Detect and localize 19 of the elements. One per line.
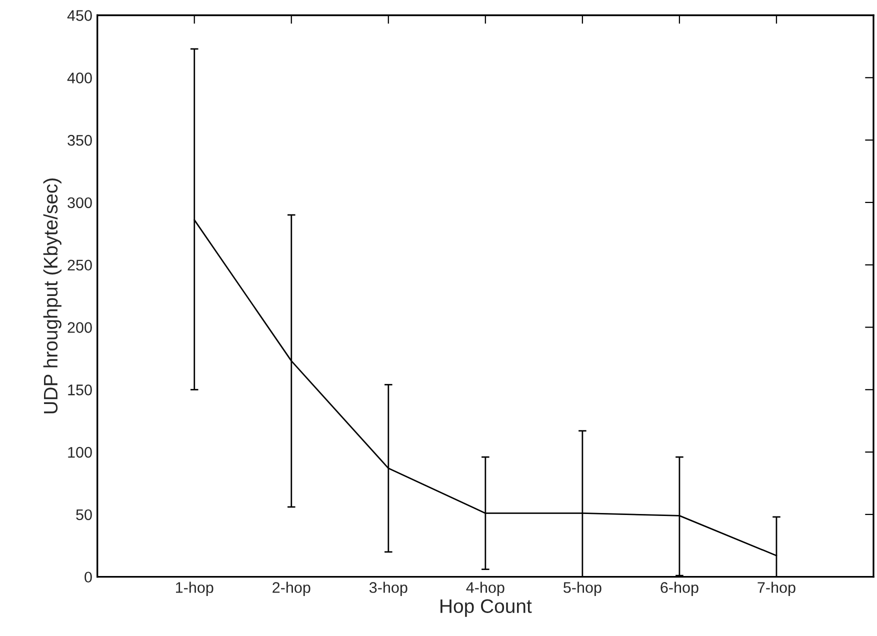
y-axis-title: UDP hroughput (Kbyte/sec): [43, 178, 62, 414]
x-tick-label: 6-hop: [660, 582, 698, 596]
y-tick-label: 350: [68, 134, 92, 146]
x-tick-label: 1-hop: [176, 582, 214, 596]
y-tick-label: 150: [68, 384, 92, 396]
x-tick-label: 5-hop: [564, 582, 602, 596]
y-tick-label: 100: [68, 446, 92, 458]
y-tick-label: 200: [68, 322, 92, 333]
y-tick-label: 300: [68, 197, 92, 208]
y-tick-label: 250: [68, 260, 92, 271]
x-tick-label: 3-hop: [369, 582, 408, 596]
y-tick-label: 400: [67, 72, 92, 84]
y-tick-label: 50: [76, 509, 92, 520]
x-tick-label: 4-hop: [466, 582, 504, 596]
x-tick-label: 2-hop: [272, 582, 310, 596]
x-axis-title: Hop Count: [440, 599, 532, 617]
x-tick-label: 7-hop: [758, 582, 796, 596]
y-tick-label: 450: [67, 10, 92, 21]
y-tick-label: 0: [84, 572, 92, 583]
